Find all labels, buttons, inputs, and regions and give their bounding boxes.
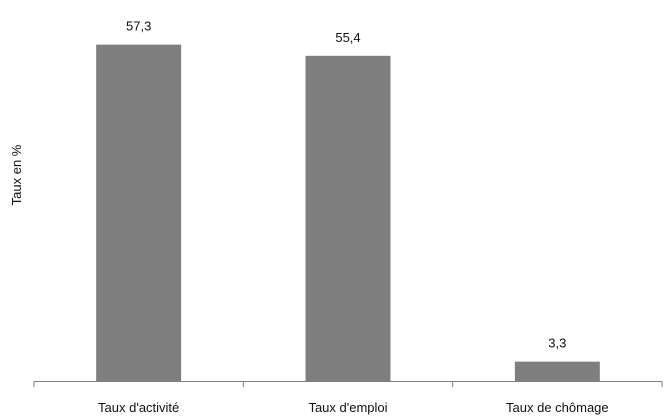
x-axis-ticks — [33, 381, 663, 387]
bar — [305, 55, 391, 381]
x-tick-label: Taux de chômage — [506, 400, 609, 415]
data-label: 55,4 — [335, 30, 360, 45]
x-tick-label: Taux d'activité — [98, 400, 179, 415]
y-axis-label: Taux en % — [9, 144, 24, 205]
bars-group — [96, 44, 600, 382]
bar — [514, 361, 600, 381]
x-tick-labels: Taux d'activité Taux d'emploi Taux de chôm… — [98, 400, 609, 415]
data-labels-group: 57,3 55,4 3,3 — [126, 19, 566, 351]
x-tick-label: Taux d'emploi — [308, 400, 387, 415]
data-label: 3,3 — [548, 336, 566, 351]
bar — [96, 44, 182, 382]
data-label: 57,3 — [126, 19, 151, 34]
